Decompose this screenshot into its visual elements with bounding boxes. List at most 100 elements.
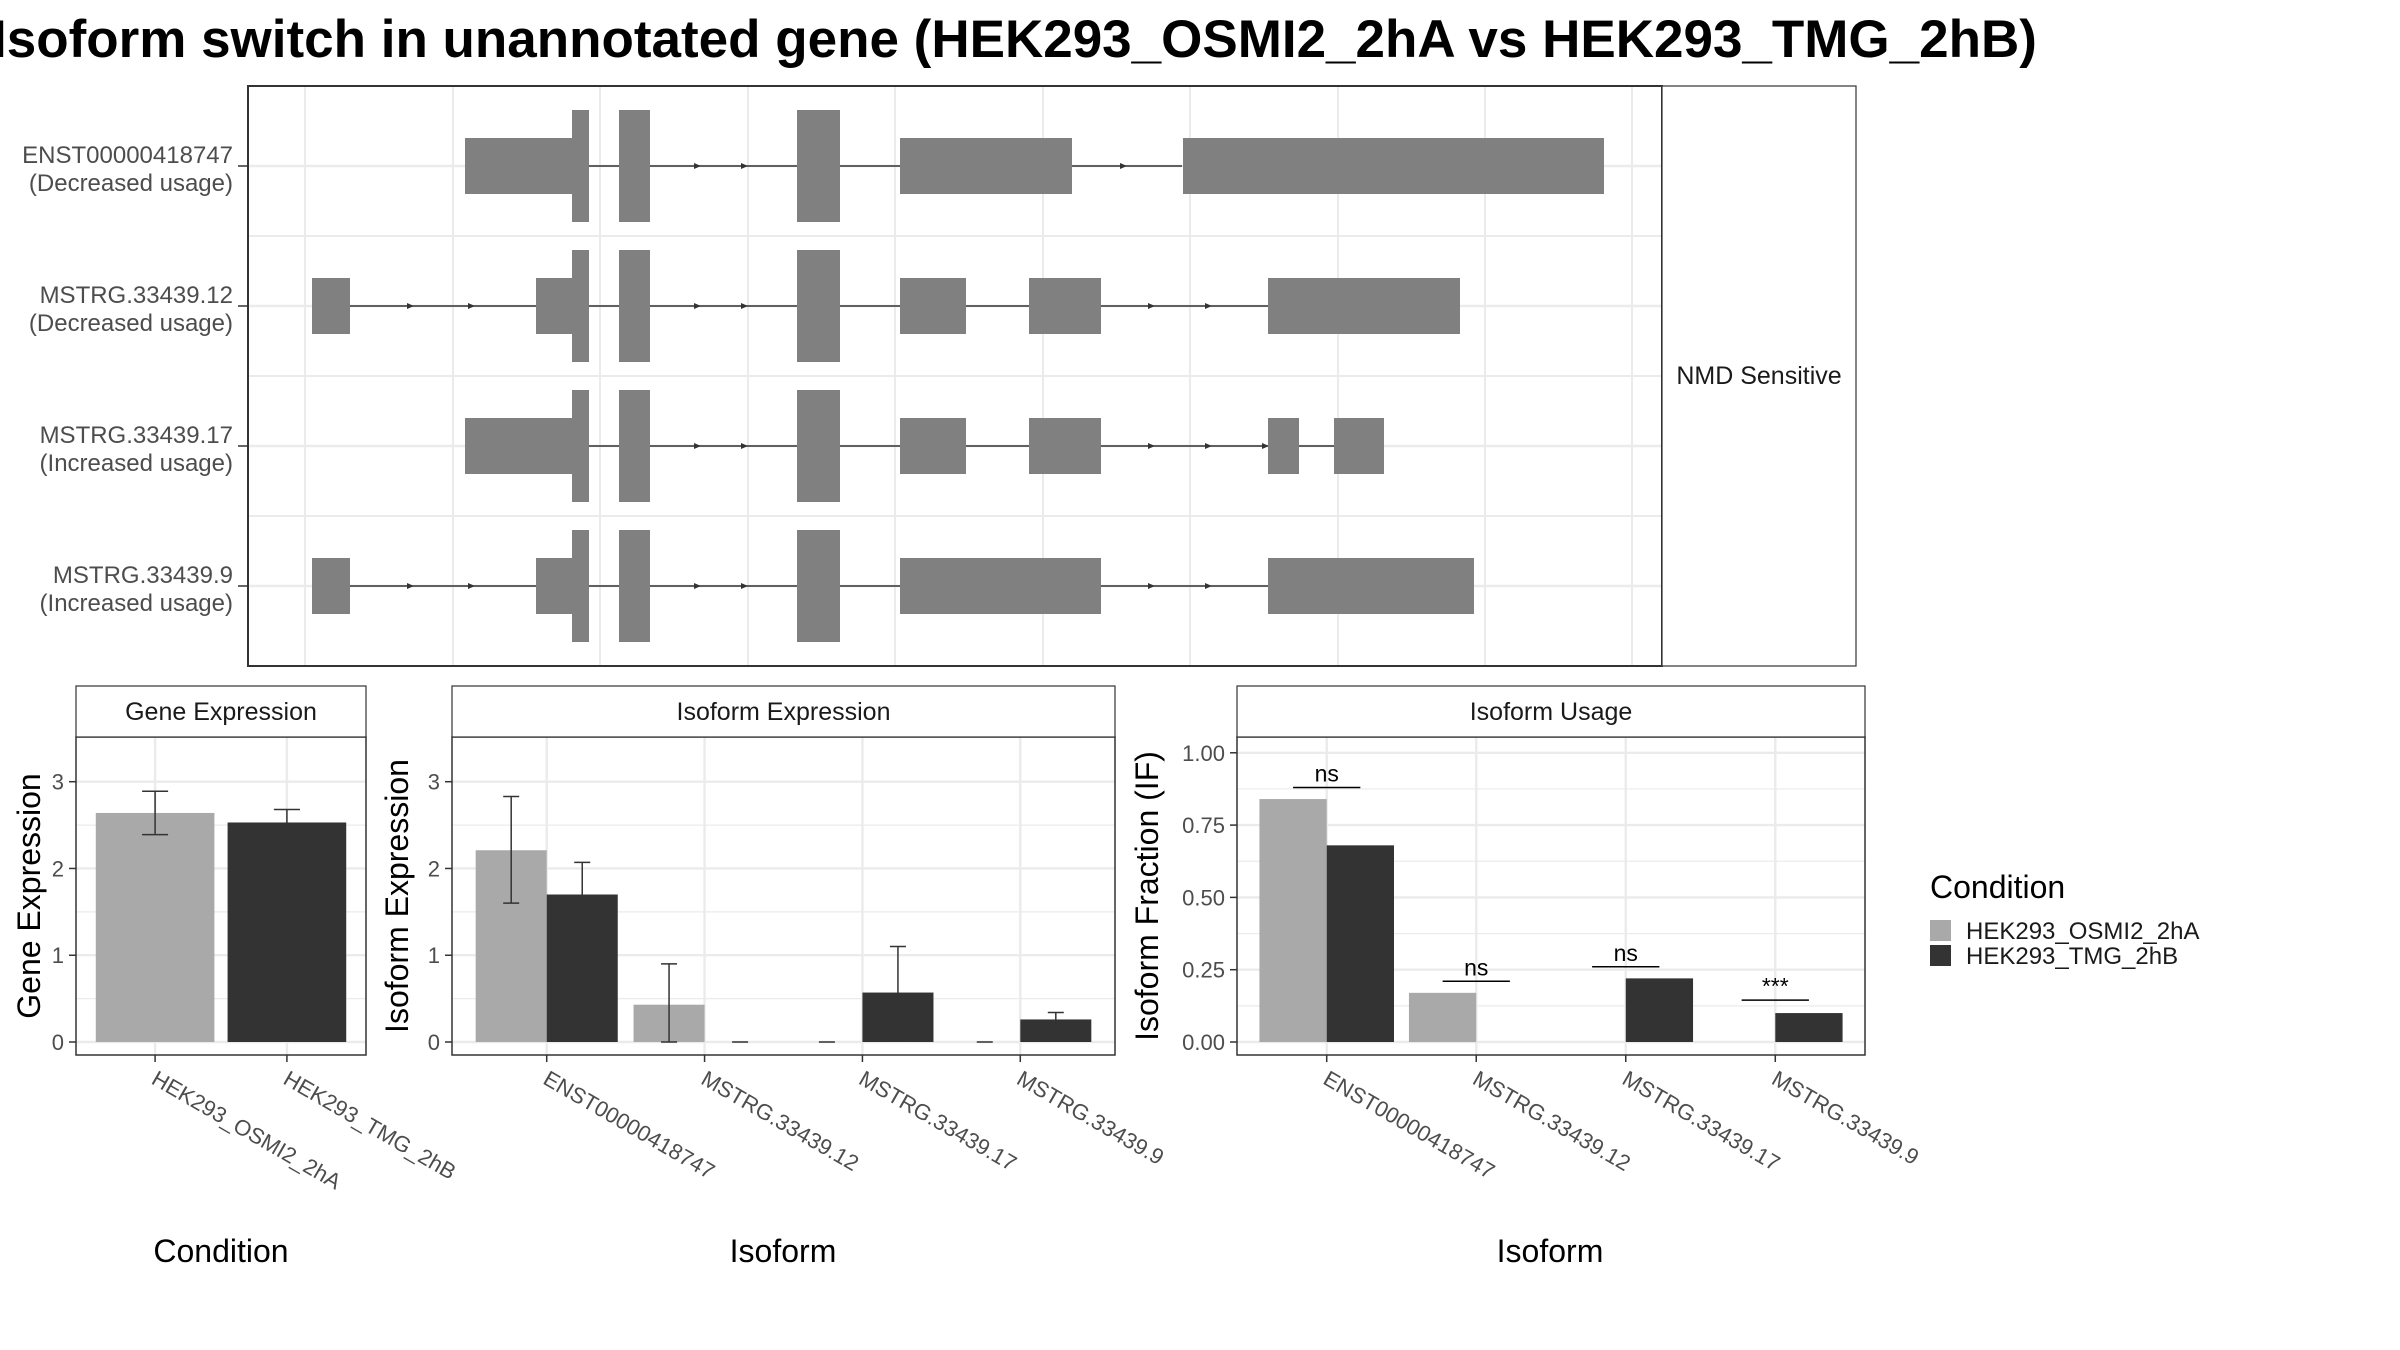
legend-label-tmg: HEK293_TMG_2hB [1966, 943, 2178, 970]
error-bar [503, 795, 520, 904]
intron-arrow [694, 443, 701, 449]
panel-title: Isoform Expression [677, 698, 891, 726]
x-axis-title: Condition [153, 1233, 288, 1269]
coding-exon [619, 390, 650, 502]
facet-strip [1661, 85, 1857, 667]
coding-exon [572, 390, 589, 502]
x-tick-label: ENST00000418747 [539, 1066, 719, 1184]
coding-exon [572, 110, 589, 222]
transcript-id-label: MSTRG.33439.9 [53, 562, 233, 589]
bar-HEK293_TMG_2hB [227, 822, 347, 1042]
bar-HEK293_TMG_2hB-ENST00000418747 [1326, 845, 1394, 1042]
bars [475, 795, 1092, 1043]
coding-exon [572, 530, 589, 642]
error-bar [273, 808, 300, 835]
coding-exon [797, 110, 840, 222]
bar-HEK293_TMG_2hB-MSTRG.33439.9 [1020, 1019, 1092, 1042]
bar-HEK293_TMG_2hB-MSTRG.33439.17 [1625, 978, 1694, 1042]
coding-exon [797, 390, 840, 502]
transcript-structure-panel: NMD Sensitive ENST00000418747(Decreased … [22, 85, 1857, 667]
intron-arrow [407, 583, 414, 589]
utr-exon [900, 278, 966, 334]
bars [95, 790, 347, 1042]
coding-exon [797, 530, 840, 642]
utr-exon [312, 558, 350, 614]
y-tick-label: 0 [428, 1030, 440, 1055]
intron-arrow [1148, 583, 1155, 589]
legend-label-osmi2: HEK293_OSMI2_2hA [1966, 918, 2199, 945]
transcript-model-2 [465, 390, 1384, 502]
significance-label: ns [1464, 954, 1488, 980]
y-tick-label: 1 [428, 943, 440, 968]
transcript-model-0 [465, 110, 1604, 222]
y-tick-label: 2 [52, 856, 64, 881]
x-tick-label: MSTRG.33439.9 [1013, 1066, 1168, 1170]
x-axis-title: Isoform [1497, 1233, 1604, 1269]
utr-exon [1029, 418, 1101, 474]
intron-arrow [1148, 303, 1155, 309]
intron-arrow [1205, 443, 1212, 449]
y-tick-label: 0.50 [1182, 885, 1225, 910]
transcript-models [312, 110, 1604, 642]
y-axis-title: Isoform Fraction (IF) [1129, 751, 1165, 1041]
transcript-id-label: MSTRG.33439.17 [40, 422, 233, 449]
panel-title: Gene Expression [125, 698, 317, 726]
intron-arrow [694, 303, 701, 309]
error-bar [661, 963, 678, 1043]
panel-strip [75, 685, 367, 738]
y-tick-label: 1 [52, 943, 64, 968]
transcript-labels: ENST00000418747(Decreased usage)MSTRG.33… [22, 142, 248, 617]
bar-HEK293_OSMI2_2hA-ENST00000418747 [1259, 799, 1327, 1042]
intron-arrow [741, 303, 748, 309]
panel-strip [1236, 685, 1866, 738]
transcript-usage-label: (Increased usage) [40, 450, 233, 477]
utr-exon [1268, 278, 1460, 334]
utr-exon [1029, 278, 1101, 334]
error-bar [889, 945, 906, 1041]
transcript-usage-label: (Decreased usage) [29, 310, 233, 337]
coding-exon [619, 110, 650, 222]
legend-title: Condition [1930, 869, 2065, 905]
bars: ns ns ns *** [1259, 760, 1843, 1042]
y-tick-label: 1.00 [1182, 741, 1225, 766]
transcript-usage-label: (Decreased usage) [29, 170, 233, 197]
utr-exon [900, 558, 1101, 614]
intron-arrow [468, 303, 475, 309]
utr-exon [312, 278, 350, 334]
y-axis-title: Gene Expression [11, 773, 47, 1018]
panel-strip [451, 685, 1116, 738]
significance-label: *** [1762, 973, 1789, 999]
y-tick-label: 2 [428, 856, 440, 881]
transcript-model-3 [312, 530, 1474, 642]
x-tick-label: MSTRG.33439.9 [1768, 1066, 1923, 1170]
intron-arrow [741, 583, 748, 589]
intron-arrow [1148, 443, 1155, 449]
significance-label: ns [1614, 940, 1638, 966]
error-bar [574, 861, 591, 928]
x-tick-label: MSTRG.33439.17 [1618, 1066, 1784, 1176]
utr-exon [1334, 418, 1384, 474]
legend: Condition HEK293_OSMI2_2hA HEK293_TMG_2h… [1930, 869, 2199, 970]
coding-exon [619, 530, 650, 642]
utr-exon [465, 138, 589, 194]
transcript-id-label: ENST00000418747 [22, 142, 233, 169]
utr-exon [900, 138, 1072, 194]
intron-arrow [1205, 583, 1212, 589]
utr-exon [1183, 138, 1604, 194]
x-tick-label: MSTRG.33439.17 [855, 1066, 1021, 1176]
intron-arrow [741, 443, 748, 449]
error-bar [1047, 1011, 1064, 1028]
legend-key-tmg [1930, 945, 1951, 966]
intron-arrow [1205, 303, 1212, 309]
x-axis-title: Isoform [730, 1233, 837, 1269]
y-tick-label: 0.75 [1182, 813, 1225, 838]
significance-label: ns [1315, 760, 1339, 786]
panel-2: 0.00 0.25 0.50 0.75 1.00 ns ns ns *** Isoform Usa… [1129, 685, 1923, 1269]
y-tick-label: 3 [52, 770, 64, 795]
y-tick-label: 3 [428, 770, 440, 795]
bar-HEK293_OSMI2_2hA [95, 812, 215, 1042]
utr-exon [465, 418, 589, 474]
intron-arrow [1262, 443, 1269, 449]
